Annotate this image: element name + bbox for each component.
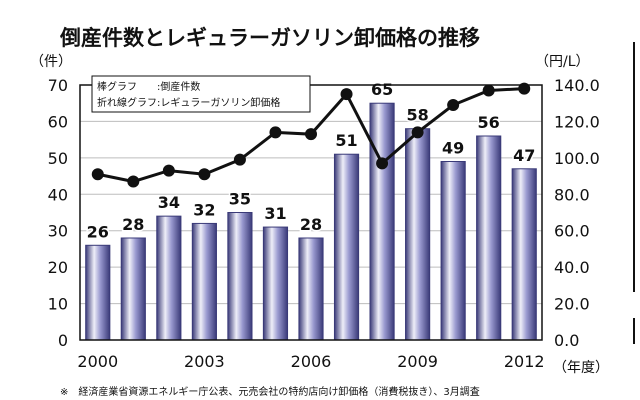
bar-value-label: 58 [406, 106, 428, 125]
bar-value-label: 31 [264, 204, 286, 223]
x-tick-label: 2012 [504, 352, 545, 371]
y-left-tick-label: 70 [48, 76, 68, 95]
price-point [269, 126, 282, 139]
bar [405, 128, 431, 341]
y-right-tick-label: 140.0 [554, 76, 600, 95]
y-left-tick-label: 0 [58, 331, 68, 350]
bar [191, 222, 217, 341]
bar [120, 237, 146, 341]
y-left-tick-label: 40 [48, 185, 68, 204]
y-right-tick-label: 80.0 [554, 185, 590, 204]
bar-value-label: 32 [193, 200, 215, 219]
bar-value-label: 47 [513, 146, 535, 165]
price-point [162, 164, 175, 177]
x-tick-label: 2009 [397, 352, 438, 371]
y-left-tick-label: 60 [48, 112, 68, 131]
legend-box [91, 75, 311, 113]
price-point [482, 84, 495, 97]
bar-value-label: 51 [335, 131, 357, 150]
x-axis-unit: （年度） [553, 360, 609, 376]
x-tick-label: 2000 [77, 352, 118, 371]
plot-frame [79, 84, 543, 341]
bar [227, 212, 253, 341]
left-axis-unit: （件） [30, 54, 72, 70]
x-tick-label: 2003 [184, 352, 225, 371]
source-note: ※ 経済産業省資源エネルギー庁公表、元売会社の特約店向け卸価格（消費税抜き）、3… [60, 385, 480, 398]
y-left-tick-label: 50 [48, 149, 68, 168]
bar [156, 215, 182, 341]
y-left-tick-label: 20 [48, 258, 68, 277]
bar [333, 153, 360, 341]
right-frame-edge-lower [633, 318, 635, 344]
bar-value-label: 26 [87, 222, 109, 241]
y-left-tick-label: 30 [48, 222, 68, 241]
y-right-tick-label: 120.0 [554, 112, 600, 131]
bar-value-label: 35 [229, 190, 251, 209]
legend-entry-line: 折れ線グラフ:レギュラーガソリン卸価格 [97, 96, 280, 109]
bar [298, 237, 324, 341]
bar [511, 168, 537, 341]
legend: 棒グラフ :倒産件数 折れ線グラフ:レギュラーガソリン卸価格 [91, 75, 311, 113]
price-line: 26 28 34 32 35 31 28 51 65 58 49 56 47 [85, 79, 537, 243]
axes: 0 10 20 30 40 50 60 70 0.0 20.0 40.0 60.0 80.0 100.0 1… [48, 76, 600, 371]
bar-value-label: 28 [122, 215, 144, 234]
price-point [376, 157, 389, 170]
y-right-tick-label: 20.0 [554, 295, 590, 314]
price-point [198, 168, 211, 181]
y-right-tick-label: 40.0 [554, 258, 590, 277]
bar [262, 226, 289, 341]
y-right-tick-label: 0.0 [554, 331, 579, 350]
right-axis-unit: （円/L） [535, 54, 590, 70]
price-point [340, 88, 353, 101]
y-right-tick-label: 60.0 [554, 222, 590, 241]
right-frame-edge [633, 42, 635, 292]
chart-title: 倒産件数とレギュラーガソリン卸価格の推移 [59, 26, 480, 50]
bar-value-label: 56 [478, 113, 500, 132]
bar-value-label: 49 [442, 139, 464, 158]
bar [369, 102, 395, 341]
y-right-tick-label: 100.0 [554, 149, 600, 168]
bar [440, 161, 466, 341]
bars [85, 102, 537, 341]
y-left-tick-label: 10 [48, 295, 68, 314]
bar [85, 244, 111, 341]
price-point [411, 126, 424, 139]
price-point [305, 128, 317, 141]
price-point [233, 153, 246, 166]
price-point [127, 175, 140, 188]
legend-entry-bar: 棒グラフ :倒産件数 [97, 80, 200, 93]
bar-value-label: 28 [300, 215, 322, 234]
price-point [447, 99, 460, 112]
bar-value-label: 65 [371, 80, 393, 99]
x-tick-label: 2006 [291, 352, 332, 371]
bar [476, 135, 502, 341]
bar-value-label: 34 [158, 193, 180, 212]
price-point [91, 168, 104, 181]
